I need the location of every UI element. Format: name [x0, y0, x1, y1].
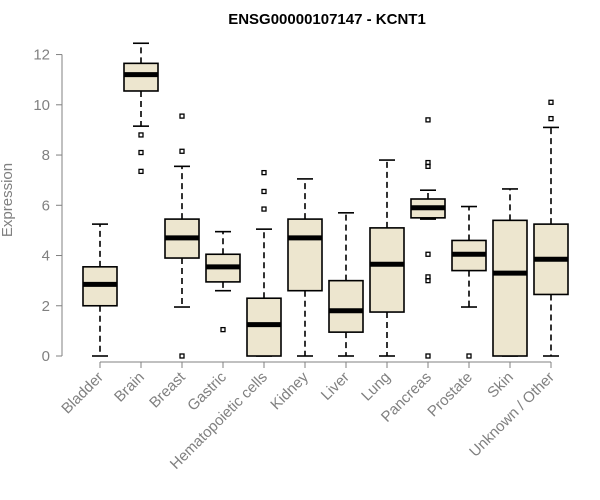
outlier-point [425, 117, 431, 123]
iqr-box [328, 279, 364, 333]
x-category-label: Brain [111, 369, 148, 406]
x-category-label: Prostate [424, 369, 476, 421]
iqr-box [492, 219, 528, 357]
iqr-box [123, 62, 159, 92]
outlier-point [220, 326, 226, 333]
outlier-point [261, 188, 267, 195]
box-liver [328, 212, 364, 357]
box-pancreas [410, 117, 446, 359]
x-category-label: Skin [484, 369, 517, 402]
y-axis: 0 2 4 6 8 10 12 [33, 47, 63, 365]
boxes-group [82, 42, 569, 359]
outlier-point [179, 113, 185, 119]
x-category-label: Lung [358, 369, 394, 405]
outlier-point [425, 277, 431, 284]
outlier-point [466, 353, 472, 359]
outlier-point [425, 163, 431, 169]
box-skin [492, 188, 528, 357]
outlier-point [548, 99, 554, 105]
y-tick-label: 4 [42, 248, 50, 265]
box-brain [123, 42, 159, 175]
y-tick-label: 2 [42, 298, 50, 315]
chart-title: ENSG00000107147 - KCNT1 [228, 11, 426, 28]
outlier-point [425, 251, 431, 257]
outlier-point [548, 115, 554, 122]
y-tick-label: 10 [33, 97, 50, 114]
outlier-point [179, 353, 185, 359]
y-tick-label: 0 [42, 348, 50, 365]
iqr-box [287, 218, 323, 292]
box-kidney [287, 178, 323, 357]
x-category-label: Kidney [267, 368, 312, 413]
box-lung [369, 159, 405, 357]
y-tick-label: 12 [33, 47, 50, 64]
x-category-label: Bladder [58, 369, 107, 418]
y-tick-label: 6 [42, 197, 50, 214]
box-prostate [451, 205, 487, 359]
iqr-box [369, 227, 405, 313]
iqr-box [246, 297, 282, 357]
box-breast [164, 113, 200, 359]
y-axis-label: Expression [0, 163, 16, 237]
outlier-point [138, 149, 144, 156]
outlier-point [138, 168, 144, 175]
box-unknown-other [533, 99, 569, 357]
box-hematopoietic-cells [246, 169, 282, 357]
box-bladder [82, 223, 118, 357]
box-gastric [205, 230, 241, 333]
x-category-label: Breast [146, 368, 189, 411]
outlier-point [261, 169, 267, 176]
outlier-point [179, 148, 185, 154]
y-tick-label: 8 [42, 147, 50, 164]
x-category-label: Liver [318, 369, 353, 404]
outlier-point [425, 353, 431, 359]
outlier-point [261, 206, 267, 212]
outlier-point [138, 132, 144, 138]
